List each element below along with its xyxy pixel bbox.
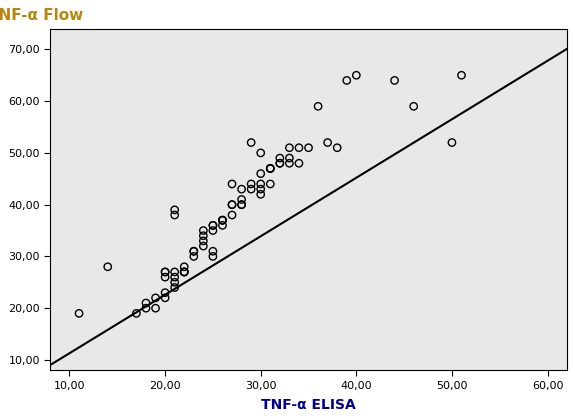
- Point: [285, 160, 294, 167]
- Point: [218, 217, 227, 223]
- Point: [160, 294, 170, 301]
- Point: [285, 144, 294, 151]
- Point: [132, 310, 141, 317]
- Point: [275, 160, 285, 167]
- Point: [141, 299, 151, 306]
- Point: [275, 155, 285, 161]
- Point: [170, 212, 179, 218]
- Point: [218, 217, 227, 223]
- Point: [390, 77, 399, 84]
- Point: [170, 279, 179, 286]
- X-axis label: TNF-α ELISA: TNF-α ELISA: [261, 398, 356, 412]
- Point: [151, 305, 160, 312]
- Point: [266, 165, 275, 172]
- Point: [266, 165, 275, 172]
- Point: [256, 186, 265, 192]
- Point: [313, 103, 323, 110]
- Point: [160, 269, 170, 276]
- Point: [179, 269, 189, 276]
- Point: [189, 253, 198, 260]
- Point: [160, 274, 170, 281]
- Point: [256, 191, 265, 198]
- Point: [256, 170, 265, 177]
- Point: [352, 72, 361, 79]
- Point: [199, 243, 208, 249]
- Point: [179, 269, 189, 276]
- Text: TNF-α Flow: TNF-α Flow: [0, 8, 84, 24]
- Point: [256, 150, 265, 156]
- Point: [266, 181, 275, 187]
- Point: [266, 165, 275, 172]
- Point: [170, 207, 179, 213]
- Point: [141, 305, 151, 312]
- Point: [275, 160, 285, 167]
- Point: [208, 222, 217, 229]
- Point: [170, 284, 179, 291]
- Point: [332, 144, 342, 151]
- Point: [228, 201, 237, 208]
- Point: [237, 196, 246, 203]
- Point: [228, 212, 237, 218]
- Point: [409, 103, 418, 110]
- Point: [323, 139, 332, 146]
- Point: [247, 181, 256, 187]
- Point: [208, 222, 217, 229]
- Point: [237, 201, 246, 208]
- Point: [285, 155, 294, 161]
- Point: [208, 248, 217, 255]
- Point: [228, 181, 237, 187]
- Point: [199, 227, 208, 234]
- Point: [170, 274, 179, 281]
- Point: [447, 139, 457, 146]
- Point: [199, 238, 208, 244]
- Point: [294, 160, 304, 167]
- Point: [237, 201, 246, 208]
- Point: [170, 269, 179, 276]
- Point: [179, 269, 189, 276]
- Point: [294, 144, 304, 151]
- Point: [208, 253, 217, 260]
- Point: [160, 289, 170, 296]
- Point: [103, 263, 112, 270]
- Point: [218, 222, 227, 229]
- Point: [199, 232, 208, 239]
- Point: [457, 72, 466, 79]
- Point: [189, 248, 198, 255]
- Point: [304, 144, 313, 151]
- Point: [237, 186, 246, 192]
- Point: [247, 139, 256, 146]
- Point: [189, 248, 198, 255]
- Point: [160, 269, 170, 276]
- Point: [179, 263, 189, 270]
- Point: [208, 227, 217, 234]
- Point: [256, 181, 265, 187]
- Point: [151, 294, 160, 301]
- Point: [74, 310, 83, 317]
- Point: [228, 201, 237, 208]
- Point: [218, 217, 227, 223]
- Point: [247, 186, 256, 192]
- Point: [342, 77, 351, 84]
